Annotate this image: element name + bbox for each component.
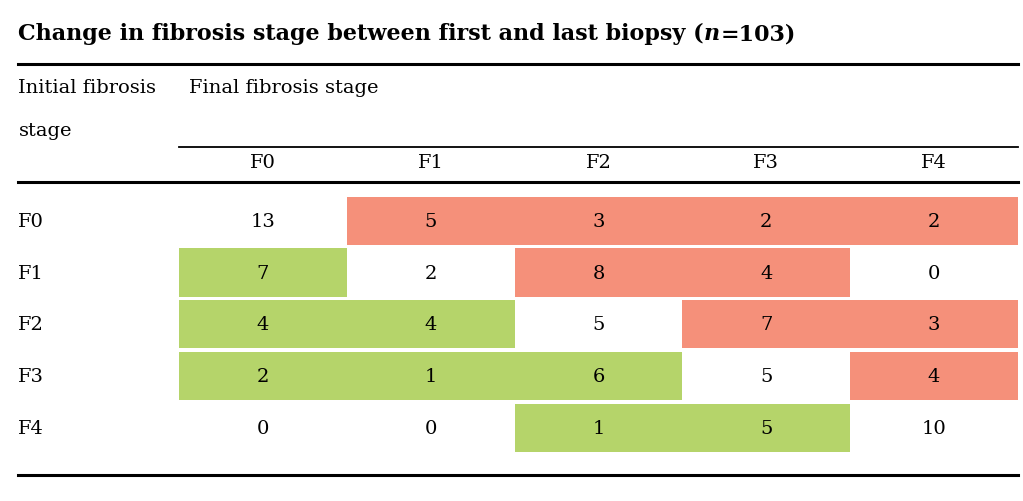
Text: 5: 5 [760, 419, 772, 437]
Text: 7: 7 [257, 264, 269, 282]
Text: 2: 2 [928, 212, 940, 230]
Text: F2: F2 [585, 154, 612, 172]
Text: 3: 3 [592, 212, 605, 230]
Text: 2: 2 [257, 367, 269, 385]
Text: 8: 8 [592, 264, 605, 282]
FancyBboxPatch shape [179, 352, 682, 400]
Text: stage: stage [18, 121, 72, 139]
Text: 0: 0 [928, 264, 940, 282]
Text: 5: 5 [760, 367, 772, 385]
Text: 13: 13 [251, 212, 275, 230]
FancyBboxPatch shape [179, 301, 515, 349]
Text: 7: 7 [760, 316, 772, 334]
Text: 4: 4 [257, 316, 269, 334]
FancyBboxPatch shape [179, 249, 347, 297]
Text: Final fibrosis stage: Final fibrosis stage [189, 79, 379, 97]
FancyBboxPatch shape [682, 301, 1018, 349]
Text: 4: 4 [425, 316, 437, 334]
Text: F3: F3 [18, 367, 44, 385]
Text: F4: F4 [18, 419, 44, 437]
Text: 0: 0 [257, 419, 269, 437]
Text: 4: 4 [928, 367, 940, 385]
FancyBboxPatch shape [515, 404, 850, 452]
Text: F2: F2 [18, 316, 44, 334]
Text: 2: 2 [425, 264, 437, 282]
Text: F1: F1 [18, 264, 44, 282]
Text: 10: 10 [922, 419, 946, 437]
Text: F0: F0 [250, 154, 276, 172]
Text: F3: F3 [753, 154, 780, 172]
Text: F0: F0 [18, 212, 44, 230]
Text: 6: 6 [592, 367, 605, 385]
Text: 3: 3 [928, 316, 940, 334]
Text: 4: 4 [760, 264, 772, 282]
Text: n: n [704, 23, 720, 45]
Text: F4: F4 [921, 154, 947, 172]
Text: =103): =103) [720, 23, 796, 45]
FancyBboxPatch shape [515, 249, 850, 297]
Text: Change in fibrosis stage between first and last biopsy (: Change in fibrosis stage between first a… [18, 23, 704, 45]
Text: 5: 5 [425, 212, 437, 230]
Text: 1: 1 [592, 419, 605, 437]
Text: 2: 2 [760, 212, 772, 230]
Text: 1: 1 [425, 367, 437, 385]
FancyBboxPatch shape [347, 197, 1018, 245]
Text: 0: 0 [425, 419, 437, 437]
Text: F1: F1 [417, 154, 444, 172]
Text: 5: 5 [592, 316, 605, 334]
Text: Initial fibrosis: Initial fibrosis [18, 79, 157, 97]
FancyBboxPatch shape [850, 352, 1018, 400]
